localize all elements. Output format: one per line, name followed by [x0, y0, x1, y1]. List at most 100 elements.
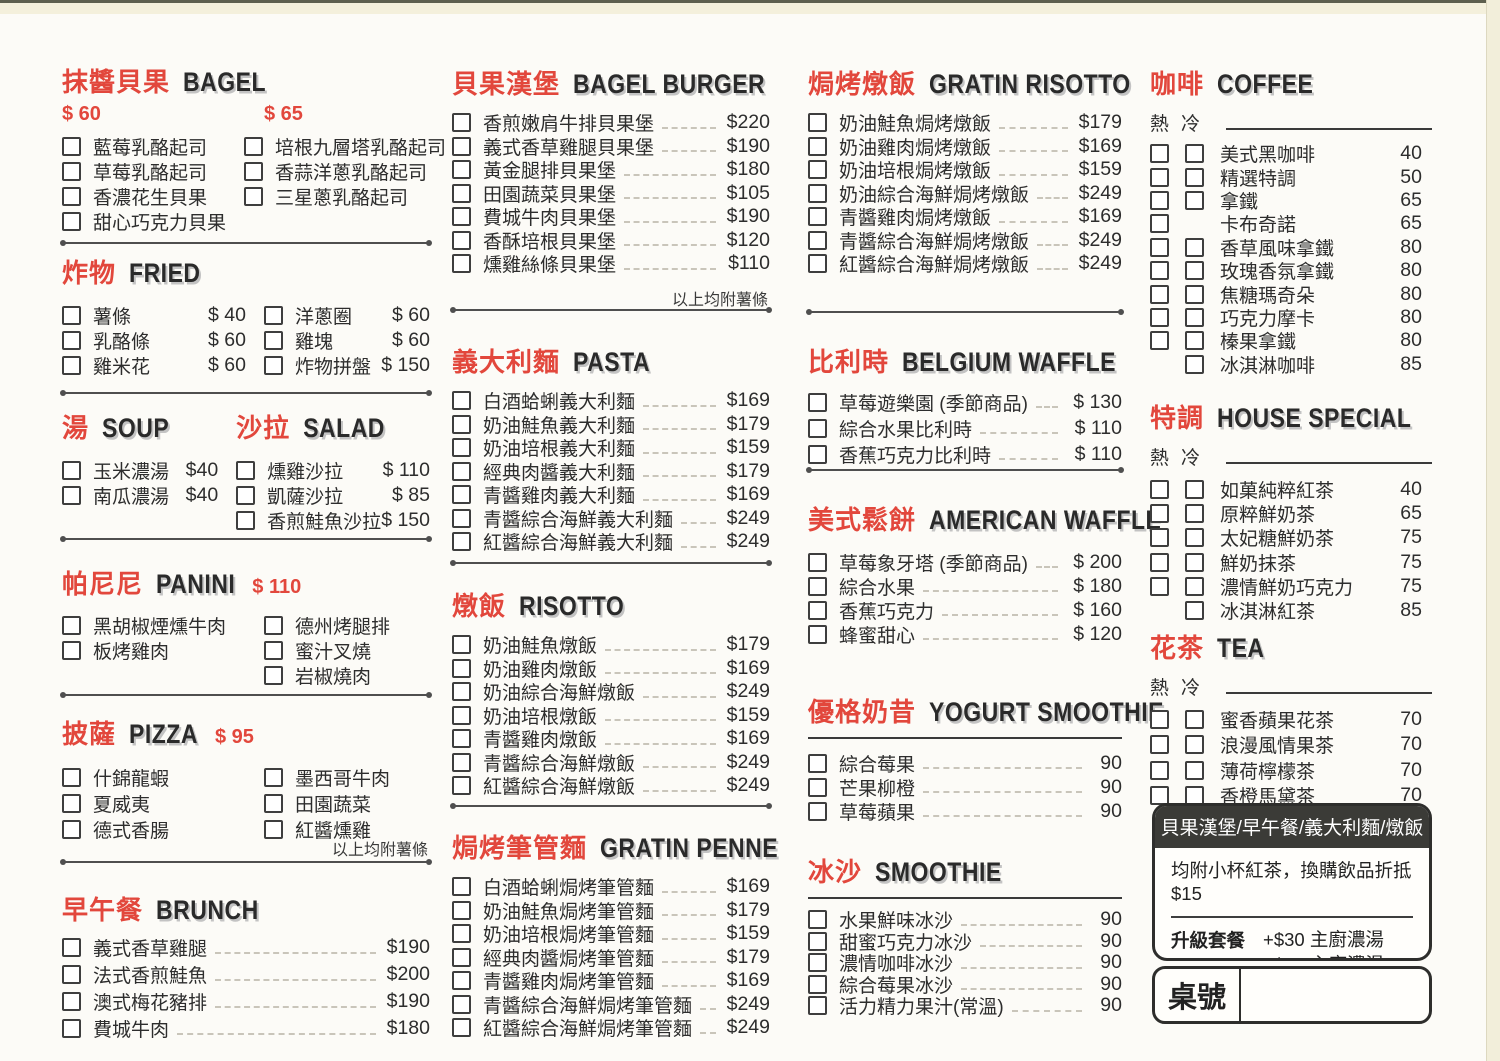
- checkbox[interactable]: [236, 486, 256, 505]
- cold-checkbox[interactable]: [1185, 760, 1204, 780]
- hot-checkbox[interactable]: [1150, 331, 1169, 351]
- checkbox[interactable]: [62, 938, 81, 957]
- cold-checkbox[interactable]: [1185, 307, 1204, 327]
- checkbox[interactable]: [452, 254, 471, 274]
- cold-checkbox[interactable]: [1185, 503, 1204, 523]
- checkbox[interactable]: [452, 113, 471, 133]
- hot-checkbox[interactable]: [1150, 190, 1169, 210]
- checkbox[interactable]: [452, 658, 471, 678]
- checkbox[interactable]: [808, 624, 827, 644]
- checkbox[interactable]: [452, 682, 471, 702]
- checkbox[interactable]: [62, 641, 81, 660]
- hot-checkbox[interactable]: [1150, 552, 1169, 572]
- checkbox[interactable]: [244, 162, 264, 181]
- checkbox[interactable]: [62, 1019, 81, 1038]
- hot-checkbox[interactable]: [1150, 167, 1169, 187]
- checkbox[interactable]: [452, 508, 471, 528]
- checkbox[interactable]: [264, 616, 283, 635]
- checkbox[interactable]: [452, 485, 471, 505]
- hot-checkbox[interactable]: [1150, 237, 1169, 257]
- checkbox[interactable]: [452, 183, 471, 203]
- hot-checkbox[interactable]: [1150, 710, 1169, 730]
- checkbox[interactable]: [808, 392, 827, 412]
- checkbox[interactable]: [244, 137, 264, 156]
- checkbox[interactable]: [244, 187, 264, 206]
- checkbox[interactable]: [62, 616, 81, 635]
- checkbox[interactable]: [264, 331, 283, 350]
- checkbox[interactable]: [62, 767, 81, 787]
- checkbox[interactable]: [264, 306, 283, 325]
- checkbox[interactable]: [452, 532, 471, 552]
- checkbox[interactable]: [452, 947, 471, 967]
- cold-checkbox[interactable]: [1185, 479, 1204, 499]
- table-number-field[interactable]: [1241, 969, 1429, 1021]
- checkbox[interactable]: [808, 777, 827, 797]
- cold-checkbox[interactable]: [1185, 190, 1204, 210]
- hot-checkbox[interactable]: [1150, 760, 1169, 780]
- checkbox[interactable]: [264, 793, 283, 813]
- checkbox[interactable]: [452, 1018, 471, 1038]
- checkbox[interactable]: [808, 576, 827, 596]
- checkbox[interactable]: [452, 729, 471, 749]
- hot-checkbox[interactable]: [1150, 479, 1169, 499]
- checkbox[interactable]: [808, 953, 827, 973]
- checkbox[interactable]: [808, 113, 827, 133]
- cold-checkbox[interactable]: [1185, 331, 1204, 351]
- cold-checkbox[interactable]: [1185, 284, 1204, 304]
- checkbox[interactable]: [808, 230, 827, 250]
- cold-checkbox[interactable]: [1185, 167, 1204, 187]
- checkbox[interactable]: [808, 910, 827, 930]
- checkbox[interactable]: [62, 793, 81, 813]
- checkbox[interactable]: [62, 331, 81, 350]
- checkbox[interactable]: [808, 444, 827, 464]
- checkbox[interactable]: [808, 996, 827, 1016]
- checkbox[interactable]: [452, 705, 471, 725]
- cold-checkbox[interactable]: [1185, 576, 1204, 596]
- checkbox[interactable]: [808, 974, 827, 994]
- cold-checkbox[interactable]: [1185, 710, 1204, 730]
- hot-checkbox[interactable]: [1150, 144, 1169, 164]
- cold-checkbox[interactable]: [1185, 528, 1204, 548]
- checkbox[interactable]: [62, 162, 81, 181]
- checkbox[interactable]: [264, 767, 283, 787]
- checkbox[interactable]: [62, 356, 81, 375]
- checkbox[interactable]: [808, 418, 827, 438]
- checkbox[interactable]: [808, 931, 827, 951]
- checkbox[interactable]: [452, 924, 471, 944]
- hot-checkbox[interactable]: [1150, 261, 1169, 281]
- checkbox[interactable]: [452, 877, 471, 897]
- checkbox[interactable]: [452, 776, 471, 796]
- cold-checkbox[interactable]: [1185, 601, 1204, 621]
- checkbox[interactable]: [452, 414, 471, 434]
- checkbox[interactable]: [62, 819, 81, 839]
- checkbox[interactable]: [62, 461, 81, 480]
- checkbox[interactable]: [808, 207, 827, 227]
- checkbox[interactable]: [62, 486, 81, 505]
- checkbox[interactable]: [808, 552, 827, 572]
- checkbox[interactable]: [808, 136, 827, 156]
- checkbox[interactable]: [452, 160, 471, 180]
- checkbox[interactable]: [62, 212, 81, 231]
- checkbox[interactable]: [452, 900, 471, 920]
- hot-checkbox[interactable]: [1150, 214, 1169, 234]
- checkbox[interactable]: [236, 461, 256, 480]
- checkbox[interactable]: [452, 391, 471, 411]
- checkbox[interactable]: [62, 187, 81, 206]
- checkbox[interactable]: [62, 306, 81, 325]
- hot-checkbox[interactable]: [1150, 307, 1169, 327]
- checkbox[interactable]: [808, 160, 827, 180]
- hot-checkbox[interactable]: [1150, 284, 1169, 304]
- checkbox[interactable]: [452, 994, 471, 1014]
- checkbox[interactable]: [452, 461, 471, 481]
- checkbox[interactable]: [808, 183, 827, 203]
- cold-checkbox[interactable]: [1185, 237, 1204, 257]
- checkbox[interactable]: [264, 356, 283, 375]
- checkbox[interactable]: [264, 641, 283, 660]
- checkbox[interactable]: [62, 992, 81, 1011]
- checkbox[interactable]: [452, 207, 471, 227]
- checkbox[interactable]: [452, 438, 471, 458]
- hot-checkbox[interactable]: [1150, 503, 1169, 523]
- checkbox[interactable]: [62, 965, 81, 984]
- checkbox[interactable]: [236, 511, 256, 530]
- cold-checkbox[interactable]: [1185, 144, 1204, 164]
